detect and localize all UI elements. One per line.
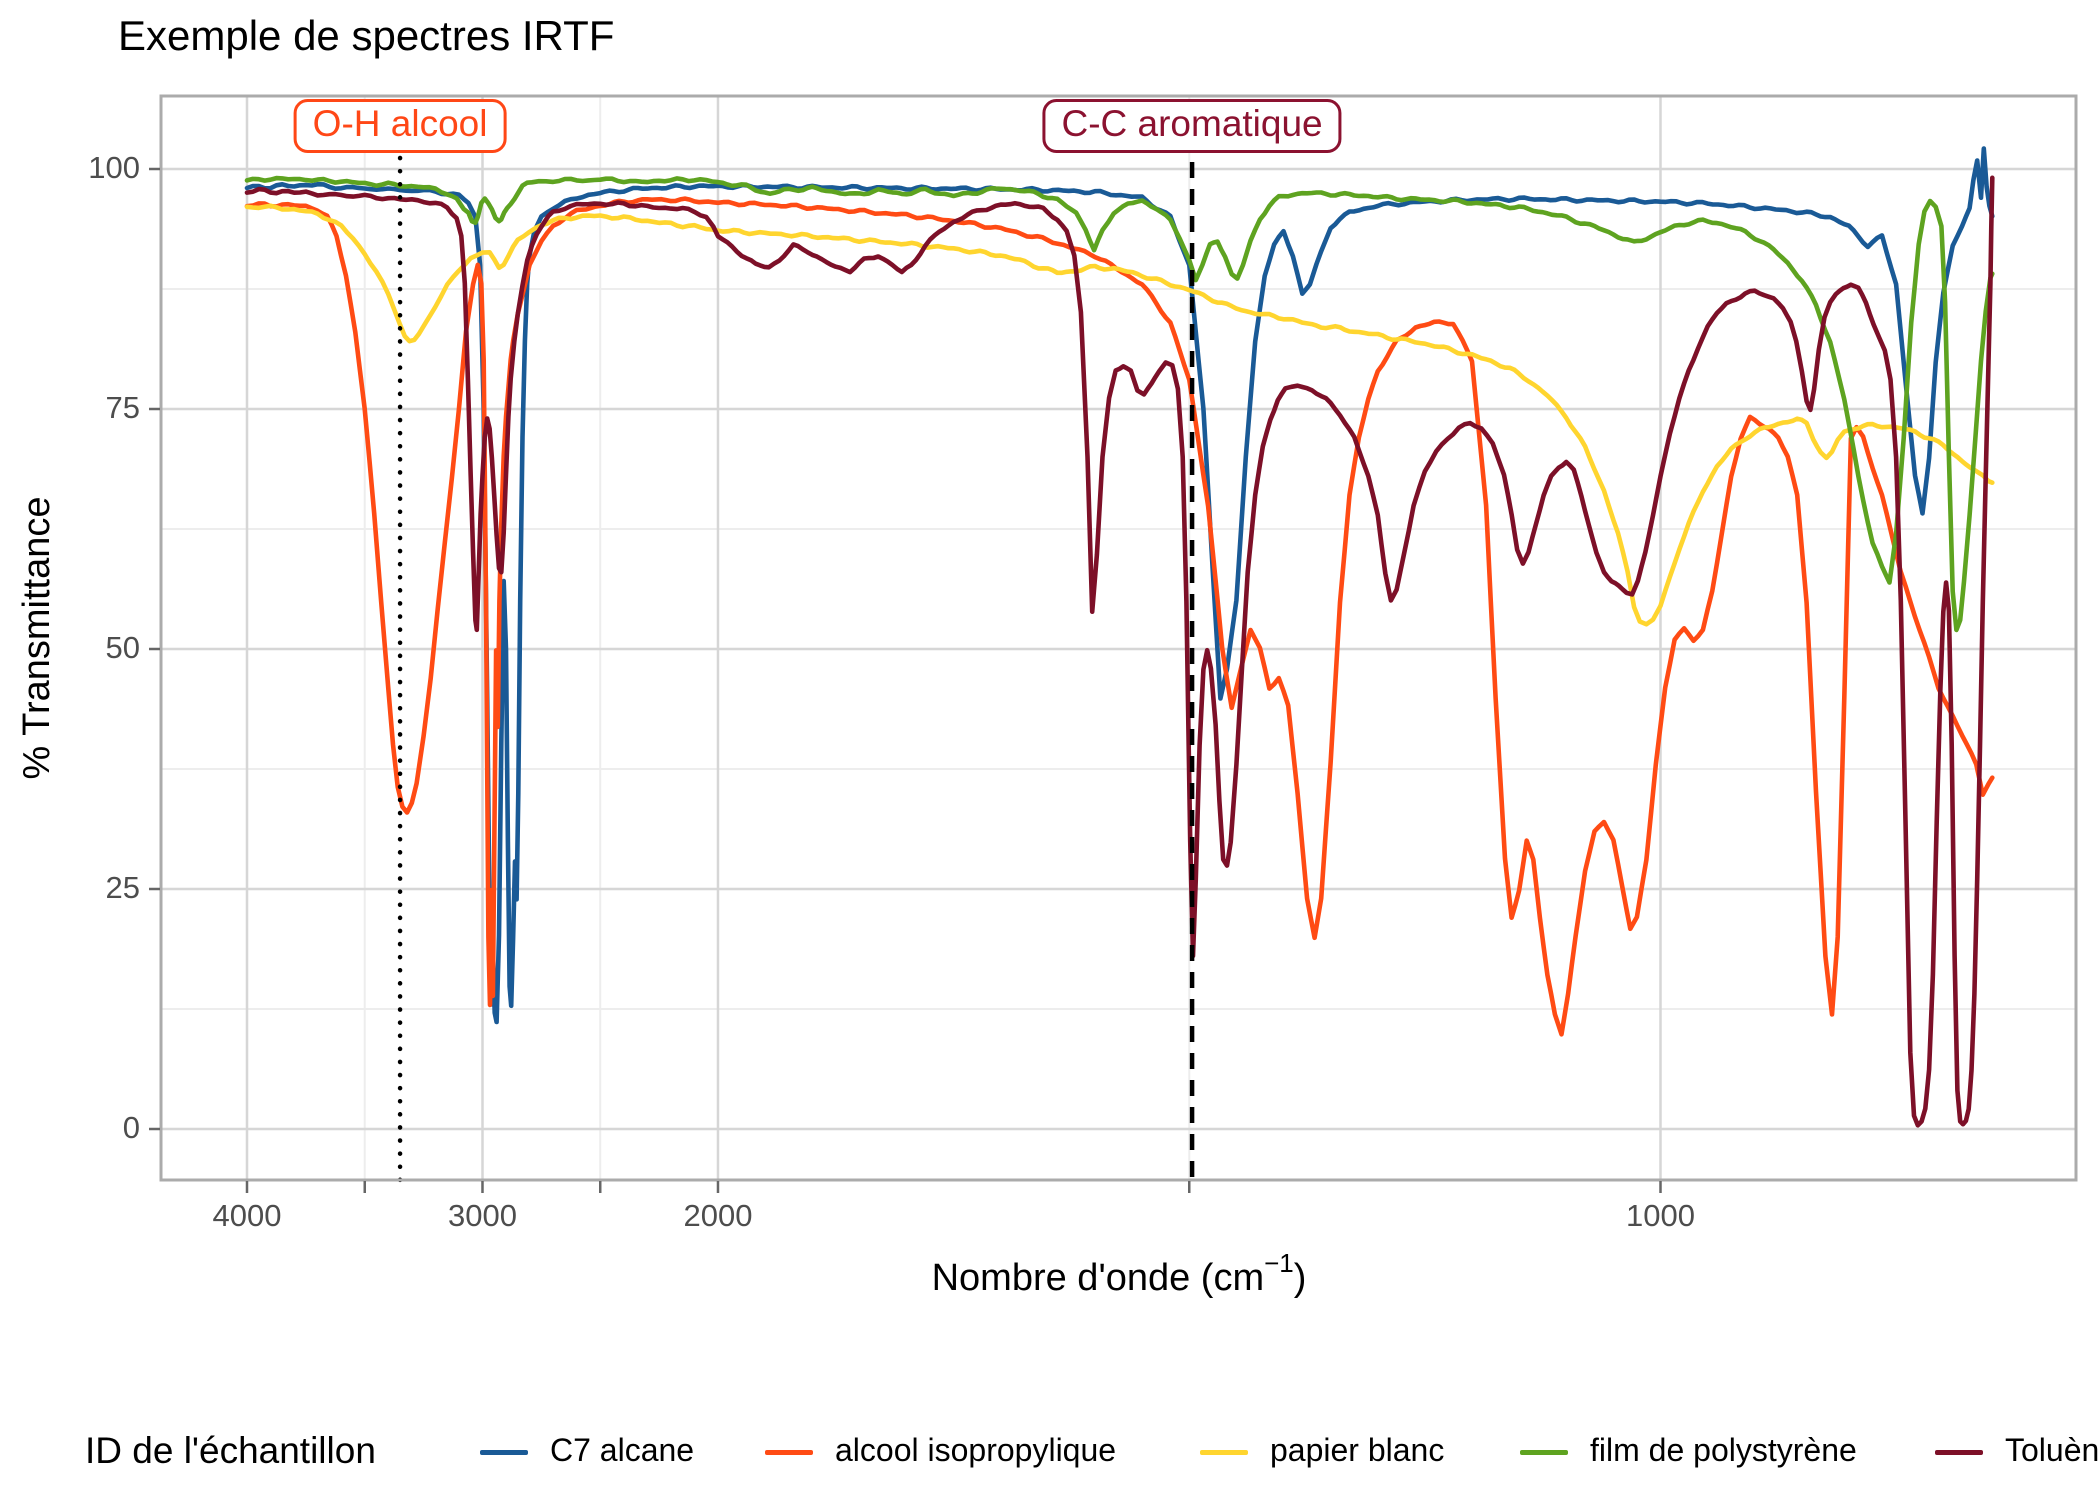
spectrum-line-papier-blanc xyxy=(244,203,1995,627)
spectrum-line-film-de-polystyr-ne xyxy=(244,175,1995,633)
annotation-oh-alcool: O-H alcool xyxy=(293,99,507,153)
x-axis-title-text: Nombre d'onde (cm xyxy=(931,1257,1265,1299)
legend-swatch xyxy=(1200,1450,1248,1455)
annotation-cc-aromatique: C-C aromatique xyxy=(1042,99,1342,153)
chart-title: Exemple de spectres IRTF xyxy=(118,12,615,59)
y-tick-label-25: 25 xyxy=(105,870,140,905)
x-axis-title-close: ) xyxy=(1293,1257,1307,1299)
panel-border xyxy=(159,94,2078,1182)
spectrum-line-tolu-ne xyxy=(244,175,1995,1128)
x-axis-title: Nombre d'onde (cm−1) xyxy=(0,1248,2100,1300)
annotation-oh-alcool-label: O-H alcool xyxy=(312,103,488,144)
legend-label: papier blanc xyxy=(1270,1432,1445,1468)
x-tick-label-3000: 3000 xyxy=(448,1198,517,1233)
x-axis-title-exponent: −1 xyxy=(1264,1248,1294,1278)
legend-swatch xyxy=(480,1450,528,1455)
y-tick-label-75: 75 xyxy=(105,390,140,425)
x-tick-label-4000: 4000 xyxy=(212,1198,282,1233)
legend-swatch xyxy=(1520,1450,1568,1455)
legend-label: alcool isopropylique xyxy=(835,1432,1117,1468)
legend-label: Toluène xyxy=(2005,1432,2100,1468)
y-tick-label-100: 100 xyxy=(88,150,140,185)
y-tick-label-0: 0 xyxy=(122,1110,140,1145)
legend-swatch xyxy=(1935,1450,1983,1455)
legend-swatch xyxy=(765,1450,813,1455)
spectrum-line-c7-alcane xyxy=(244,146,1995,1025)
x-tick-label-2000: 2000 xyxy=(683,1198,753,1233)
legend-title: ID de l'échantillon xyxy=(85,1430,376,1471)
legend: ID de l'échantillon C7 alcane alcool isop… xyxy=(0,1408,2100,1498)
annotation-cc-aromatique-label: C-C aromatique xyxy=(1061,103,1323,144)
legend-label: C7 alcane xyxy=(550,1432,695,1468)
x-tick-label-1000: 1000 xyxy=(1626,1198,1695,1233)
legend-label: film de polystyrène xyxy=(1590,1432,1857,1468)
y-tick-label-50: 50 xyxy=(105,630,140,665)
